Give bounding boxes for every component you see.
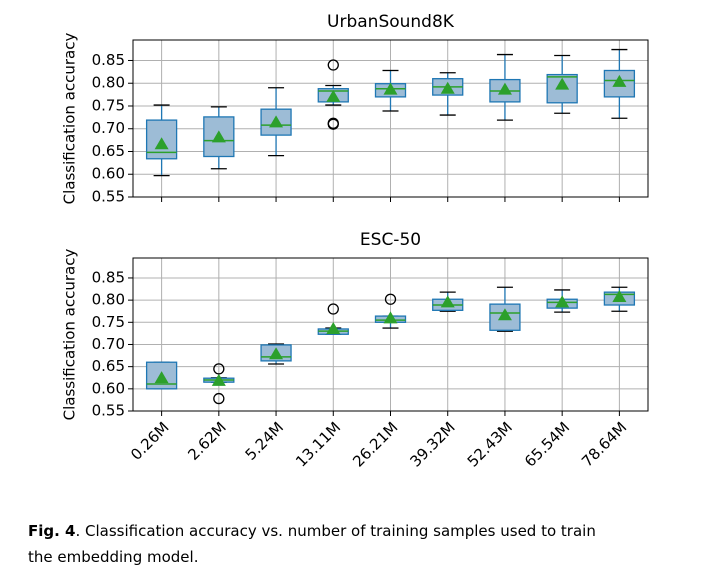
outlier: [327, 118, 339, 130]
y-tick-label: 0.80: [92, 74, 125, 92]
y-tick-label: 0.75: [92, 313, 125, 331]
x-tick-label: 65.54M: [521, 418, 573, 470]
y-axis-label: Classification accuracy: [61, 249, 79, 421]
mean-marker: [497, 308, 512, 321]
mean-marker: [497, 82, 512, 95]
y-tick-label: 0.70: [92, 335, 125, 353]
outlier: [213, 392, 225, 405]
mean-marker: [383, 82, 398, 95]
y-tick-label: 0.65: [92, 357, 125, 375]
x-tick-label: 0.26M: [127, 418, 172, 463]
mean-marker: [555, 77, 570, 90]
mean-marker: [269, 347, 284, 360]
x-tick-label: 26.21M: [349, 418, 401, 470]
y-tick-label: 0.75: [92, 96, 125, 114]
caption-label: Fig. 4: [28, 522, 75, 540]
mean-marker: [440, 81, 455, 94]
y-tick-label: 0.85: [92, 268, 125, 286]
mean-marker: [440, 295, 455, 308]
y-tick-label: 0.60: [92, 165, 125, 183]
x-tick-label: 78.64M: [578, 418, 630, 470]
mean-marker: [211, 373, 226, 386]
mean-marker: [612, 290, 627, 303]
x-tick-label: 13.11M: [292, 418, 344, 470]
outlier: [384, 293, 397, 305]
plot-frame: [132, 257, 649, 412]
caption-text: . Classification accuracy vs. number of …: [75, 522, 595, 540]
outlier: [327, 59, 339, 71]
caption-text-line: the embedding model.: [28, 548, 198, 566]
y-tick-label: 0.55: [92, 402, 125, 420]
x-tick-label: 5.24M: [242, 418, 287, 463]
mean-marker: [269, 115, 284, 128]
y-tick-label: 0.80: [92, 291, 125, 309]
plot-frame: [132, 39, 649, 198]
caption: Fig. 4. Classification accuracy vs. numb…: [28, 522, 596, 540]
y-tick-label: 0.65: [92, 142, 125, 160]
x-tick-label: 2.62M: [184, 418, 229, 463]
chart-title: UrbanSound8K: [327, 12, 455, 32]
mean-marker: [154, 371, 169, 384]
chart-title: ESC-50: [360, 230, 421, 250]
mean-marker: [555, 295, 570, 308]
y-tick-label: 0.60: [92, 379, 125, 397]
y-axis-label: Classification accuracy: [61, 33, 79, 205]
y-tick-label: 0.55: [92, 188, 125, 206]
mean-marker: [326, 89, 341, 102]
outlier: [327, 303, 339, 315]
y-tick-label: 0.85: [92, 51, 125, 69]
x-tick-label: 39.32M: [406, 418, 458, 470]
outlier: [213, 363, 225, 375]
mean-marker: [612, 74, 627, 87]
mean-marker: [211, 130, 226, 143]
mean-marker: [383, 311, 398, 324]
y-tick-label: 0.70: [92, 119, 125, 137]
x-tick-label: 52.43M: [464, 418, 516, 470]
mean-marker: [154, 137, 169, 150]
mean-marker: [326, 321, 341, 334]
